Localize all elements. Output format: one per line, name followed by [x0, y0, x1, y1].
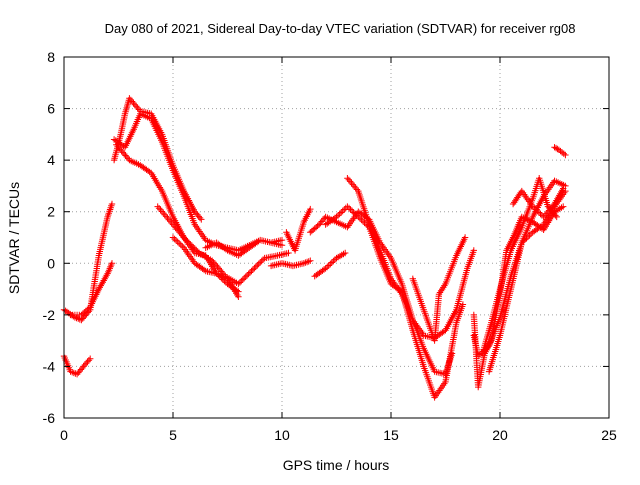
x-tick-label: 15	[383, 427, 399, 443]
y-tick-label: -6	[43, 410, 56, 426]
x-tick-label: 20	[492, 427, 508, 443]
x-tick-label: 10	[274, 427, 290, 443]
y-tick-label: 6	[47, 101, 55, 117]
y-tick-label: 4	[47, 152, 55, 168]
chart-title: Day 080 of 2021, Sidereal Day-to-day VTE…	[105, 21, 576, 36]
y-tick-label: -2	[43, 307, 56, 323]
plot-frame	[63, 56, 610, 419]
grid-lines	[64, 57, 609, 418]
axis-ticks: 0 5 10 15 20 25 -6 -4 -2 0 2 4 6 8	[43, 49, 617, 443]
y-axis-label: SDTVAR / TECUs	[6, 182, 22, 294]
y-tick-label: -4	[43, 358, 56, 374]
y-tick-label: 8	[47, 49, 55, 65]
x-tick-label: 25	[601, 427, 617, 443]
y-tick-label: 0	[47, 255, 55, 271]
x-axis-label: GPS time / hours	[283, 457, 390, 473]
x-tick-label: 5	[169, 427, 177, 443]
x-tick-label: 0	[60, 427, 68, 443]
y-tick-label: 2	[47, 204, 55, 220]
